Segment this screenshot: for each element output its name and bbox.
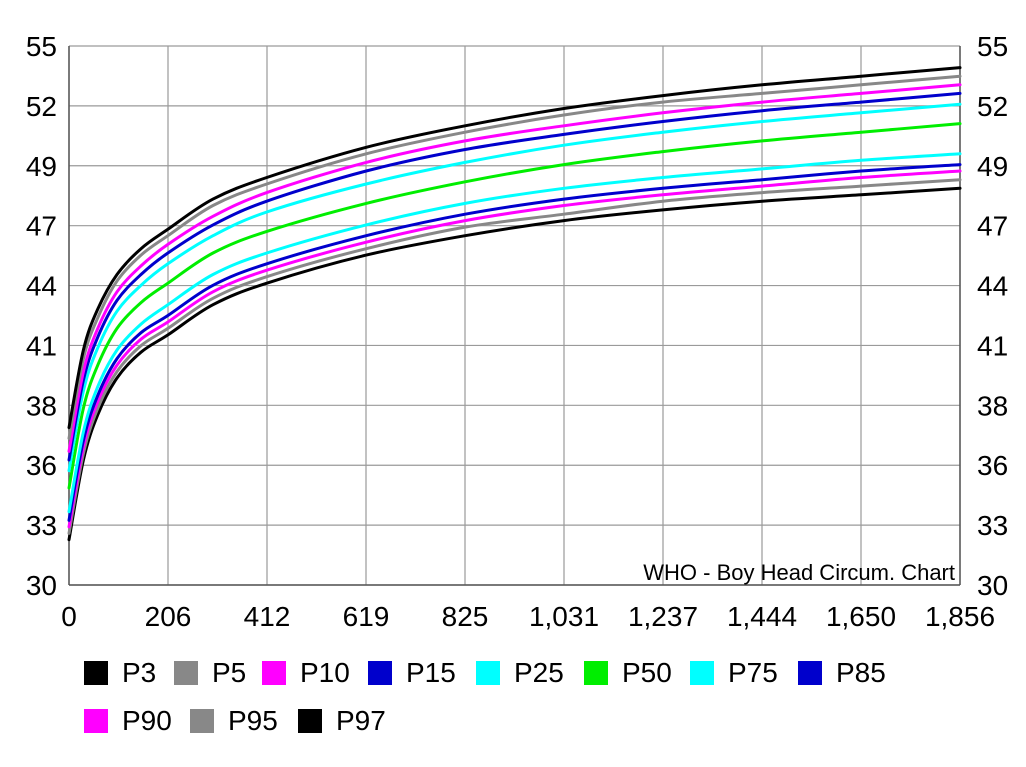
x-tick-label: 619	[343, 601, 390, 632]
y-tick-label-right: 47	[977, 211, 1008, 242]
series-line-p85	[67, 91, 962, 462]
y-tick-label-right: 30	[977, 570, 1008, 601]
y-tick-label-left: 30	[26, 570, 57, 601]
legend-swatch	[584, 661, 608, 685]
y-tick-label-left: 38	[26, 390, 57, 421]
legend-swatch	[298, 709, 322, 733]
y-tick-label-left: 44	[26, 271, 57, 302]
legend-label: P25	[514, 657, 564, 688]
y-tick-label-right: 52	[977, 91, 1008, 122]
legend-label: P5	[212, 657, 247, 688]
legend-swatch	[798, 661, 822, 685]
x-tick-label: 1,856	[925, 601, 995, 632]
y-tick-label-left: 52	[26, 91, 57, 122]
legend-swatch	[190, 709, 214, 733]
legend-label: P85	[836, 657, 886, 688]
series-lines	[67, 66, 962, 542]
legend-item-p85: P85	[798, 656, 886, 690]
legend-item-p50: P50	[584, 656, 672, 690]
y-tick-label-left: 49	[26, 151, 57, 182]
legend-label: P97	[336, 705, 386, 736]
series-line-p25	[67, 152, 962, 514]
series-line-p50	[67, 122, 962, 490]
x-tick-label: 206	[145, 601, 192, 632]
legend-item-p95: P95	[190, 704, 278, 738]
y-tick-label-left: 36	[26, 450, 57, 481]
legend-label: P15	[406, 657, 456, 688]
series-line-p95	[67, 74, 962, 440]
legend-item-p3: P3	[84, 656, 156, 690]
percentile-chart: 0 206 412 619 825 1,031 1,237 1,444 1,650 1,85630…	[26, 31, 1008, 632]
series-line-p3	[67, 186, 962, 542]
y-tick-label-left: 47	[26, 211, 57, 242]
legend-label: P50	[622, 657, 672, 688]
legend-swatch	[690, 661, 714, 685]
legend-swatch	[84, 709, 108, 733]
legend-swatch	[262, 661, 286, 685]
y-tick-label-right: 55	[977, 31, 1008, 62]
x-tick-label: 0	[61, 601, 77, 632]
legend-item-p10: P10	[262, 656, 350, 690]
x-tick-label: 1,031	[529, 601, 599, 632]
series-line-p10	[67, 169, 962, 529]
legend-item-p25: P25	[476, 656, 564, 690]
series-line-p75	[67, 102, 962, 473]
x-tick-label: 1,650	[826, 601, 896, 632]
legend-item-p5: P5	[174, 656, 246, 690]
y-tick-label-left: 33	[26, 510, 57, 541]
y-tick-label-right: 38	[977, 390, 1008, 421]
x-tick-label: 825	[442, 601, 489, 632]
legend-swatch	[368, 661, 392, 685]
series-line-p15	[67, 163, 962, 522]
legend-swatch	[476, 661, 500, 685]
legend-item-p90: P90	[84, 704, 172, 738]
legend-label: P95	[228, 705, 278, 736]
y-tick-label-left: 41	[26, 330, 57, 361]
y-tick-label-left: 55	[26, 31, 57, 62]
legend-label: P10	[300, 657, 350, 688]
series-line-p5	[67, 178, 962, 535]
tick-labels: 0 206 412 619 825 1,031 1,237 1,444 1,650 1,85630…	[26, 31, 1008, 632]
y-tick-label-right: 41	[977, 330, 1008, 361]
legend-label: P3	[122, 657, 157, 688]
series-line-p90	[67, 83, 962, 453]
y-tick-label-right: 36	[977, 450, 1008, 481]
legend-item-p97: P97	[298, 704, 386, 738]
legend-swatch	[84, 661, 108, 685]
chart-description: WHO - Boy Head Circum. Chart	[643, 560, 955, 585]
legend-label: P90	[122, 705, 172, 736]
x-tick-label: 1,237	[628, 601, 698, 632]
grid	[68, 45, 961, 586]
y-tick-label-right: 44	[977, 271, 1008, 302]
series-line-p97	[67, 66, 962, 430]
x-tick-label: 412	[244, 601, 291, 632]
y-tick-label-right: 33	[977, 510, 1008, 541]
legend-label: P75	[728, 657, 778, 688]
legend-item-p75: P75	[690, 656, 778, 690]
legend-swatch	[174, 661, 198, 685]
x-tick-label: 1,444	[727, 601, 797, 632]
y-tick-label-right: 49	[977, 151, 1008, 182]
legend-item-p15: P15	[368, 656, 456, 690]
